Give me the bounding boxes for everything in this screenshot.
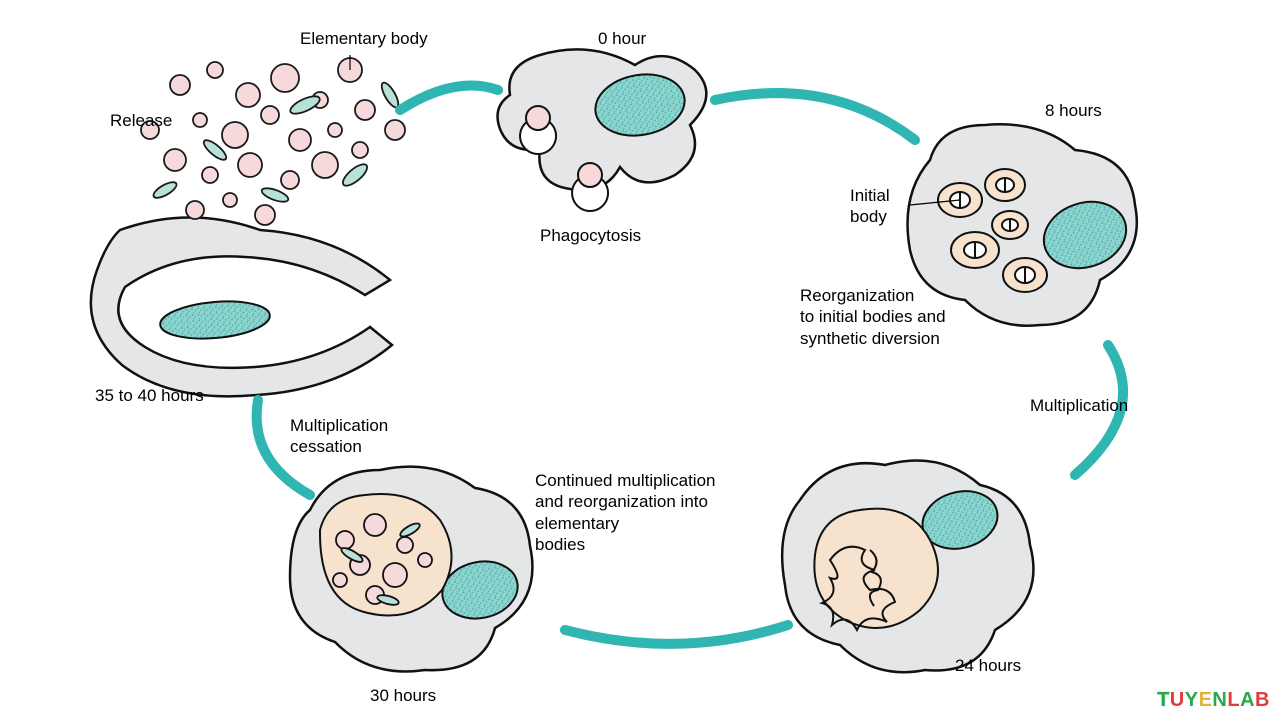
label-30hours: 30 hours (370, 685, 436, 706)
label-24hours: 24 hours (955, 655, 1021, 676)
eb-cluster (141, 58, 405, 225)
label-phagocytosis: Phagocytosis (540, 225, 641, 246)
label-8hours: 8 hours (1045, 100, 1102, 121)
label-0hour: 0 hour (598, 28, 646, 49)
stage-24hours (782, 461, 1033, 673)
stage-30hours (290, 467, 532, 672)
label-continued: Continued multiplication and reorganizat… (535, 470, 716, 555)
label-35to40: 35 to 40 hours (95, 385, 204, 406)
label-reorg: Reorganization to initial bodies and syn… (800, 285, 946, 349)
label-multiplication: Multiplication (1030, 395, 1128, 416)
diagram-canvas: { "dimensions": { "width": 1280, "height… (0, 0, 1280, 720)
stage-phagocytosis (498, 49, 707, 211)
stage-cessation (91, 218, 392, 397)
label-elementary-body: Elementary body (300, 28, 428, 49)
label-release: Release (110, 110, 172, 131)
label-cessation: Multiplication cessation (290, 415, 388, 458)
watermark: TUYENLAB (1157, 689, 1270, 712)
label-initial-body: Initial body (850, 185, 890, 228)
